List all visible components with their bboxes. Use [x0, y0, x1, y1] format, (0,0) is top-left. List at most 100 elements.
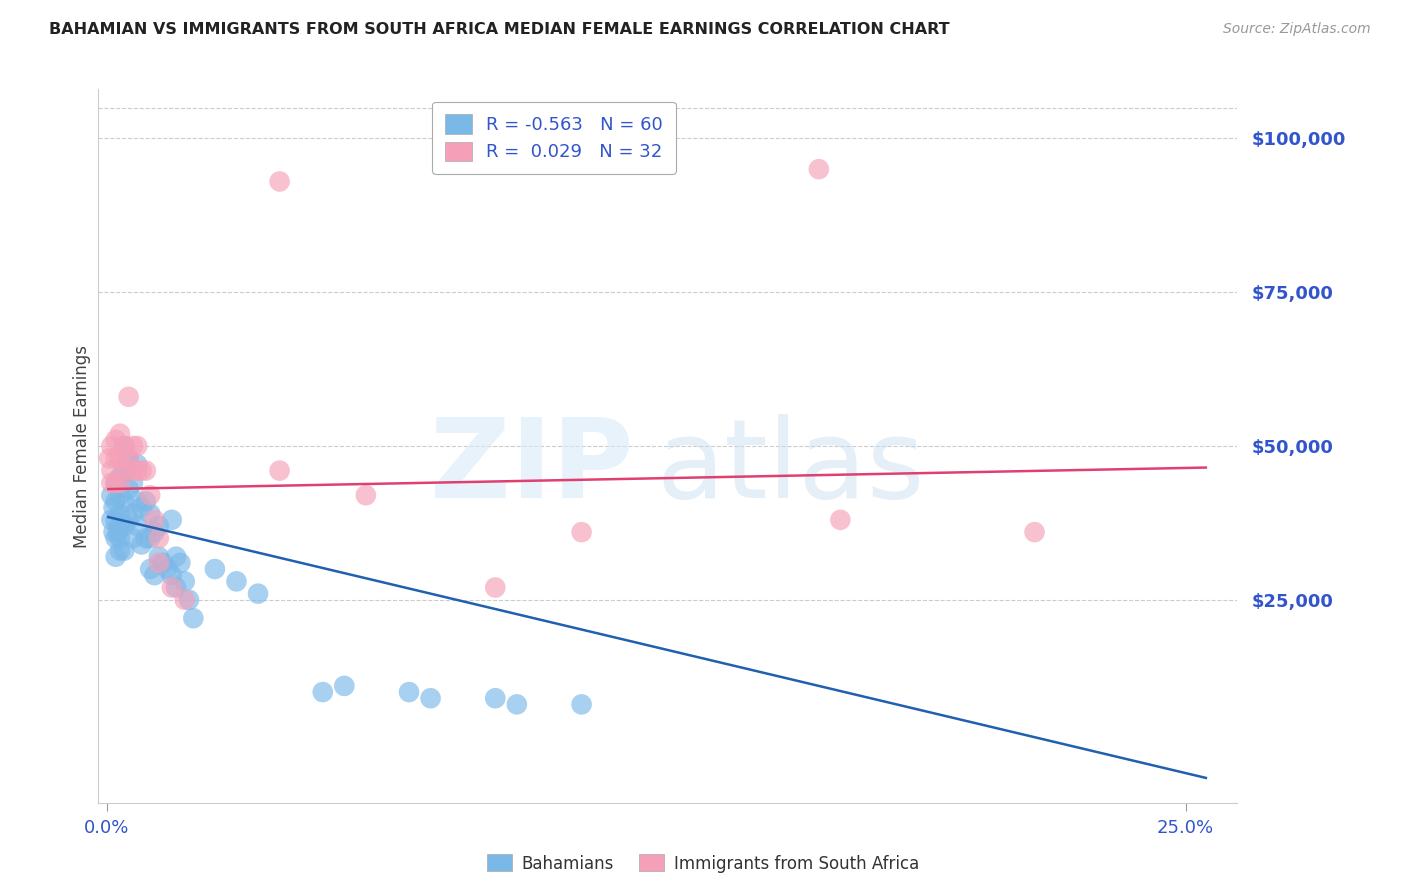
Point — [127, 458, 149, 472]
Point — [104, 451, 127, 466]
Legend: Bahamians, Immigrants from South Africa: Bahamians, Immigrants from South Africa — [479, 847, 927, 880]
Point — [122, 507, 145, 521]
Point — [247, 587, 270, 601]
Point — [117, 390, 139, 404]
Point — [148, 519, 170, 533]
Point — [571, 698, 593, 712]
Point — [419, 691, 441, 706]
Point — [112, 439, 135, 453]
Point — [152, 556, 174, 570]
Point — [398, 685, 420, 699]
Point — [269, 174, 291, 188]
Point — [98, 451, 121, 466]
Point — [156, 562, 179, 576]
Point — [139, 531, 162, 545]
Point — [204, 562, 226, 576]
Point — [139, 562, 162, 576]
Point — [108, 531, 131, 545]
Point — [165, 581, 187, 595]
Point — [108, 475, 131, 490]
Point — [112, 543, 135, 558]
Point — [100, 439, 122, 453]
Point — [165, 549, 187, 564]
Legend: R = -0.563   N = 60, R =  0.029   N = 32: R = -0.563 N = 60, R = 0.029 N = 32 — [432, 102, 676, 174]
Point — [169, 556, 191, 570]
Point — [333, 679, 356, 693]
Point — [183, 611, 205, 625]
Point — [354, 488, 377, 502]
Point — [104, 494, 127, 508]
Point — [135, 531, 157, 545]
Point — [127, 494, 149, 508]
Point — [143, 513, 166, 527]
Point — [148, 549, 170, 564]
Point — [112, 439, 135, 453]
Point — [131, 537, 153, 551]
Point — [122, 439, 145, 453]
Point — [135, 494, 157, 508]
Point — [122, 475, 145, 490]
Point — [122, 464, 145, 478]
Point — [506, 698, 529, 712]
Point — [225, 574, 247, 589]
Point — [160, 568, 183, 582]
Point — [112, 464, 135, 478]
Point — [131, 464, 153, 478]
Point — [484, 581, 506, 595]
Point — [112, 464, 135, 478]
Point — [117, 513, 139, 527]
Point — [104, 513, 127, 527]
Point — [117, 451, 139, 466]
Text: ZIP: ZIP — [430, 414, 634, 521]
Point — [173, 574, 195, 589]
Point — [143, 568, 166, 582]
Point — [484, 691, 506, 706]
Point — [143, 525, 166, 540]
Point — [117, 482, 139, 496]
Point — [177, 592, 200, 607]
Point — [107, 525, 129, 540]
Point — [131, 500, 153, 515]
Point — [108, 426, 131, 441]
Text: atlas: atlas — [657, 414, 925, 521]
Point — [148, 556, 170, 570]
Point — [148, 531, 170, 545]
Point — [173, 592, 195, 607]
Text: BAHAMIAN VS IMMIGRANTS FROM SOUTH AFRICA MEDIAN FEMALE EARNINGS CORRELATION CHAR: BAHAMIAN VS IMMIGRANTS FROM SOUTH AFRICA… — [49, 22, 950, 37]
Point — [312, 685, 335, 699]
Point — [127, 464, 149, 478]
Point — [269, 464, 291, 478]
Point — [100, 513, 122, 527]
Point — [139, 507, 162, 521]
Point — [108, 469, 131, 483]
Point — [139, 488, 162, 502]
Point — [104, 549, 127, 564]
Point — [807, 162, 830, 177]
Point — [830, 513, 852, 527]
Point — [127, 519, 149, 533]
Point — [108, 488, 131, 502]
Point — [112, 519, 135, 533]
Point — [104, 475, 127, 490]
Point — [1024, 525, 1046, 540]
Point — [571, 525, 593, 540]
Point — [100, 475, 122, 490]
Point — [108, 519, 131, 533]
Point — [104, 433, 127, 447]
Point — [112, 494, 135, 508]
Point — [103, 500, 125, 515]
Point — [160, 581, 183, 595]
Point — [160, 513, 183, 527]
Point — [135, 464, 157, 478]
Point — [103, 525, 125, 540]
Point — [108, 543, 131, 558]
Point — [127, 439, 149, 453]
Text: Source: ZipAtlas.com: Source: ZipAtlas.com — [1223, 22, 1371, 37]
Point — [108, 451, 131, 466]
Point — [117, 451, 139, 466]
Point — [104, 475, 127, 490]
Point — [108, 507, 131, 521]
Point — [104, 531, 127, 545]
Y-axis label: Median Female Earnings: Median Female Earnings — [73, 344, 91, 548]
Point — [122, 531, 145, 545]
